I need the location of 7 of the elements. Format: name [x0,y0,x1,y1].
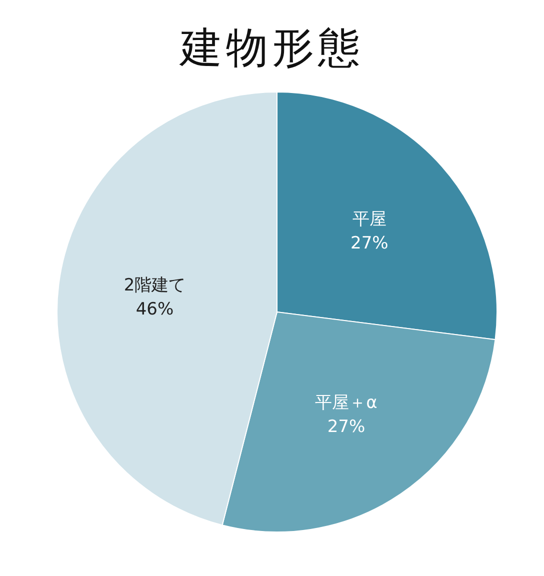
slice-label: 2階建て [124,276,186,296]
data-label: 27% [327,416,366,437]
data-label: 27% [350,234,388,254]
data-label: 46% [136,300,174,320]
slice-label: 平屋＋α [315,392,378,413]
slice-label: 平屋 [352,210,386,230]
chart-title: 建物形態 [179,23,364,72]
